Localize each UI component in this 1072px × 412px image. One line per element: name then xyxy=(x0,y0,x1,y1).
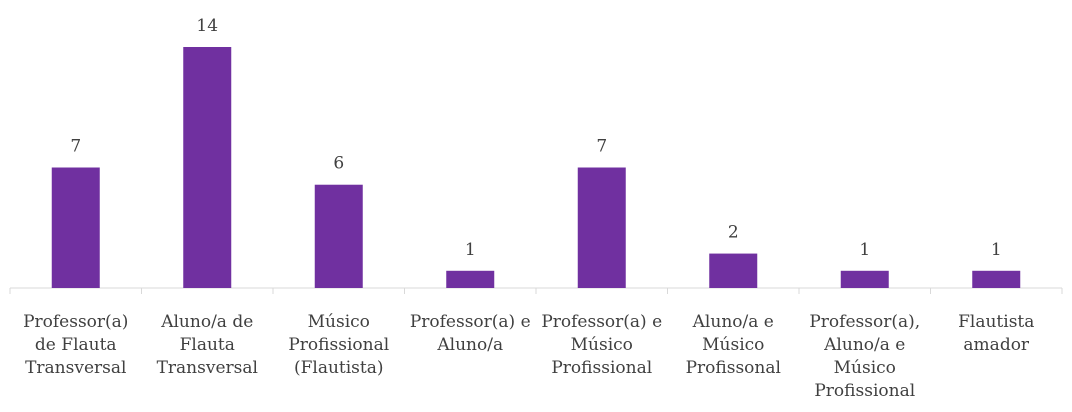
x-tick-label: Flautista amador xyxy=(958,312,1034,355)
bar xyxy=(314,184,363,288)
x-tick-label: Aluno/a e Músico Profissonal xyxy=(686,312,781,378)
bar xyxy=(840,270,889,288)
x-tick-label: Professor(a) de Flauta Transversal xyxy=(23,312,128,378)
data-label: 1 xyxy=(465,240,476,260)
bar xyxy=(183,47,232,288)
x-tick-label: Aluno/a de Flauta Transversal xyxy=(157,312,258,378)
x-tick-label: Professor(a), Aluno/a e Músico Profissional xyxy=(809,312,920,401)
bar xyxy=(972,270,1021,288)
data-label: 14 xyxy=(196,16,218,36)
data-label: 1 xyxy=(991,240,1002,260)
data-label: 7 xyxy=(596,137,607,157)
x-tick-label: Músico Profissional (Flautista) xyxy=(288,312,389,378)
bar xyxy=(577,167,626,288)
data-label: 6 xyxy=(333,154,344,174)
x-tick-label: Professor(a) e Músico Profissional xyxy=(541,312,662,378)
data-label: 2 xyxy=(728,223,739,243)
bar xyxy=(51,167,100,288)
data-label: 1 xyxy=(859,240,870,260)
bar xyxy=(446,270,495,288)
data-label: 7 xyxy=(70,137,81,157)
x-tick-label: Professor(a) e Aluno/a xyxy=(410,312,531,355)
bar xyxy=(709,253,758,288)
